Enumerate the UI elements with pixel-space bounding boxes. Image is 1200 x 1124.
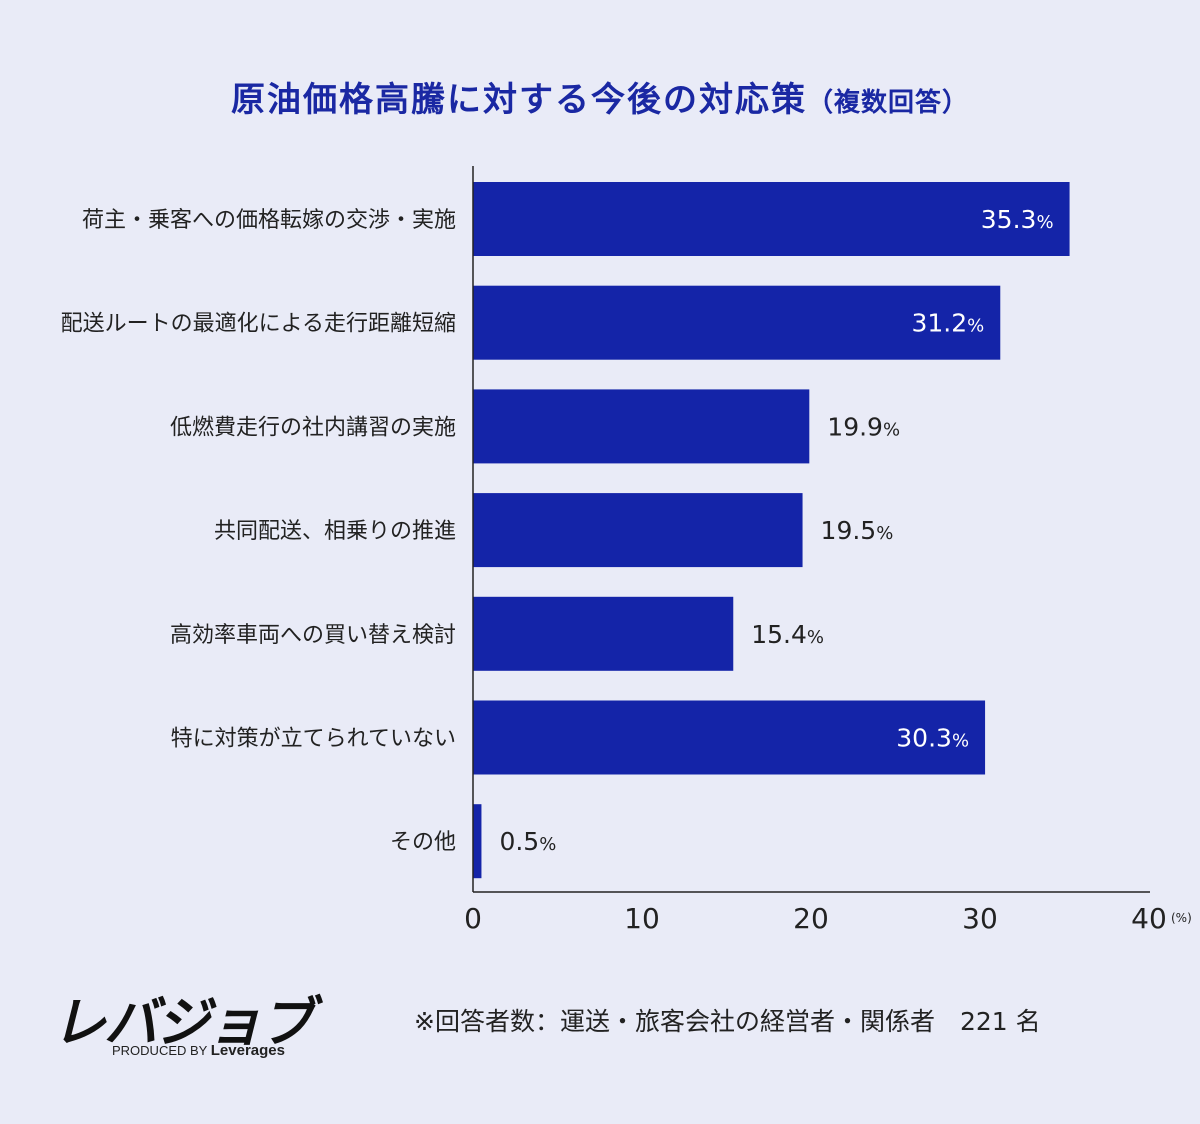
bar-1 (473, 285, 1001, 360)
value-label-5: 30.3% (896, 724, 969, 753)
logo-produced-by-text: PRODUCED BY (112, 1043, 208, 1058)
x-tick-label-3: 30 (962, 902, 998, 935)
bar-0 (473, 182, 1070, 256)
logo-brand-name: Leverages (210, 1042, 285, 1059)
value-label-4: 15.4% (751, 620, 824, 649)
bar-2 (473, 389, 810, 464)
axes-group: 0 10 20 30 40 (%) (464, 166, 1192, 935)
category-label-3: 共同配送、相乗りの推進 (214, 519, 456, 544)
labels-group: 荷主・乗客への価格転嫁の交渉・実施 35.3% 配送ルートの最適化による走行距離短縮… (61, 205, 1054, 856)
chart-title: 原油価格高騰に対する今後の対応策（複数回答） (0, 72, 1200, 121)
bar-4 (473, 596, 734, 671)
value-label-2: 19.9% (827, 412, 900, 441)
category-label-2: 低燃費走行の社内講習の実施 (170, 415, 456, 440)
x-tick-label-0: 0 (464, 902, 482, 935)
category-label-0: 荷主・乗客への価格転嫁の交渉・実施 (82, 208, 456, 233)
logo-produced-by: PRODUCED BY Leverages (112, 1042, 285, 1059)
category-label-5: 特に対策が立てられていない (171, 727, 456, 752)
category-label-6: その他 (390, 830, 456, 855)
bar-3 (473, 493, 803, 568)
x-tick-label-4: 40 (1131, 902, 1167, 935)
value-label-3: 19.5% (821, 516, 894, 545)
respondent-note: ※回答者数：運送・旅客会社の経営者・関係者 221 名 (414, 1007, 1041, 1036)
logo-wordmark: レバジョブ (52, 991, 314, 1054)
x-tick-label-1: 10 (624, 902, 660, 935)
bars-group (473, 182, 1070, 879)
value-label-0: 35.3% (981, 205, 1054, 234)
bar-chart: 荷主・乗客への価格転嫁の交渉・実施 35.3% 配送ルートの最適化による走行距離短縮… (61, 166, 1192, 935)
value-label-1: 31.2% (911, 309, 984, 338)
chart-title-main: 原油価格高騰に対する今後の対応策 (230, 80, 807, 120)
bar-5 (473, 700, 986, 775)
x-unit-label: (%) (1171, 911, 1192, 925)
category-label-1: 配送ルートの最適化による走行距離短縮 (61, 312, 456, 337)
bar-6 (473, 804, 482, 879)
value-label-6: 0.5% (499, 827, 556, 856)
x-tick-label-2: 20 (793, 902, 829, 935)
category-label-4: 高効率車両への買い替え検討 (170, 623, 456, 648)
brand-logo: レバジョブ PRODUCED BY Leverages (52, 978, 314, 1068)
chart-title-suffix: （複数回答） (806, 88, 969, 118)
